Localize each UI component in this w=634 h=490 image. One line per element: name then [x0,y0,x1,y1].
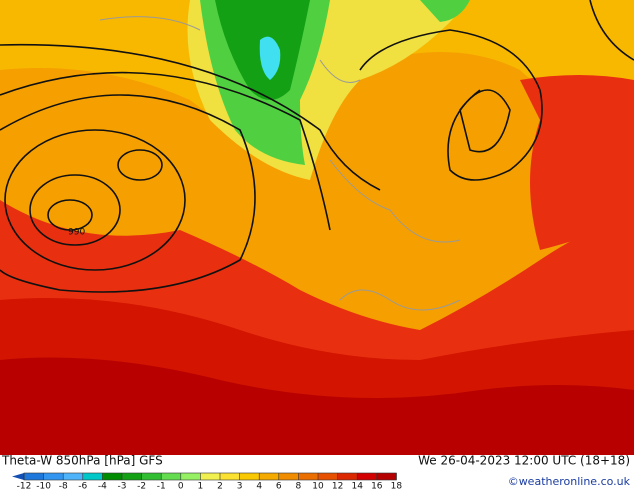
colorbar-label: 18 [391,482,403,490]
colorbar-label: -4 [98,482,107,490]
colorbar-label: -12 [17,482,32,490]
colorbar-swatch [376,473,397,480]
colorbar-label: 3 [237,482,243,490]
colorbar-label: -2 [137,482,146,490]
colorbar-swatch [220,473,240,480]
colorbar-swatch [337,473,358,480]
colorbar-swatch [82,473,103,480]
colorbar-frame [23,472,397,481]
title: Theta-W 850hPa [hPa] GFS [1,454,163,468]
colorbar-label: 10 [312,482,324,490]
colorbar-swatch [357,473,377,480]
colorbar-label: 16 [371,482,383,490]
colorbar-swatch [161,473,181,480]
colorbar-swatch [239,473,260,480]
colorbar-swatch [180,473,201,480]
credit: ©weatheronline.co.uk [508,475,631,488]
colorbar-swatch [200,473,220,480]
colorbar-label: 0 [178,482,184,490]
colorbar-swatch [318,473,338,480]
footer [0,455,634,490]
colorbar: -12 -10 -8 -6 -4 -3 -2 -1 0 1 2 3 4 6 8 10 12 14 16 18 [12,472,403,490]
pressure-label: 990 [68,228,85,238]
colorbar-label: 2 [217,482,223,490]
colorbar-label: 12 [332,482,343,490]
datetime: We 26-04-2023 12:00 UTC (18+18) [418,454,630,468]
colorbar-label: 4 [256,482,262,490]
colorbar-label: 8 [296,482,302,490]
colorbar-swatch [259,473,279,480]
colorbar-swatch [122,473,142,480]
map-field [0,0,634,455]
colorbar-swatch [141,473,162,480]
colorbar-label: -3 [118,482,127,490]
colorbar-swatch [102,473,122,480]
colorbar-swatch [63,473,83,480]
colorbar-label: -8 [59,482,68,490]
colorbar-label: -6 [78,482,87,490]
colorbar-label: 1 [198,482,204,490]
colorbar-arrow [12,473,24,480]
colorbar-swatch [43,473,64,480]
colorbar-swatch [278,473,299,480]
isobars [0,0,634,293]
colorbar-label: 6 [276,482,282,490]
colorbar-swatch [298,473,318,480]
colorbar-swatch [24,473,44,480]
colorbar-label: -1 [157,482,166,490]
colorbar-label: 14 [351,482,363,490]
colorbar-label: -10 [36,482,51,490]
